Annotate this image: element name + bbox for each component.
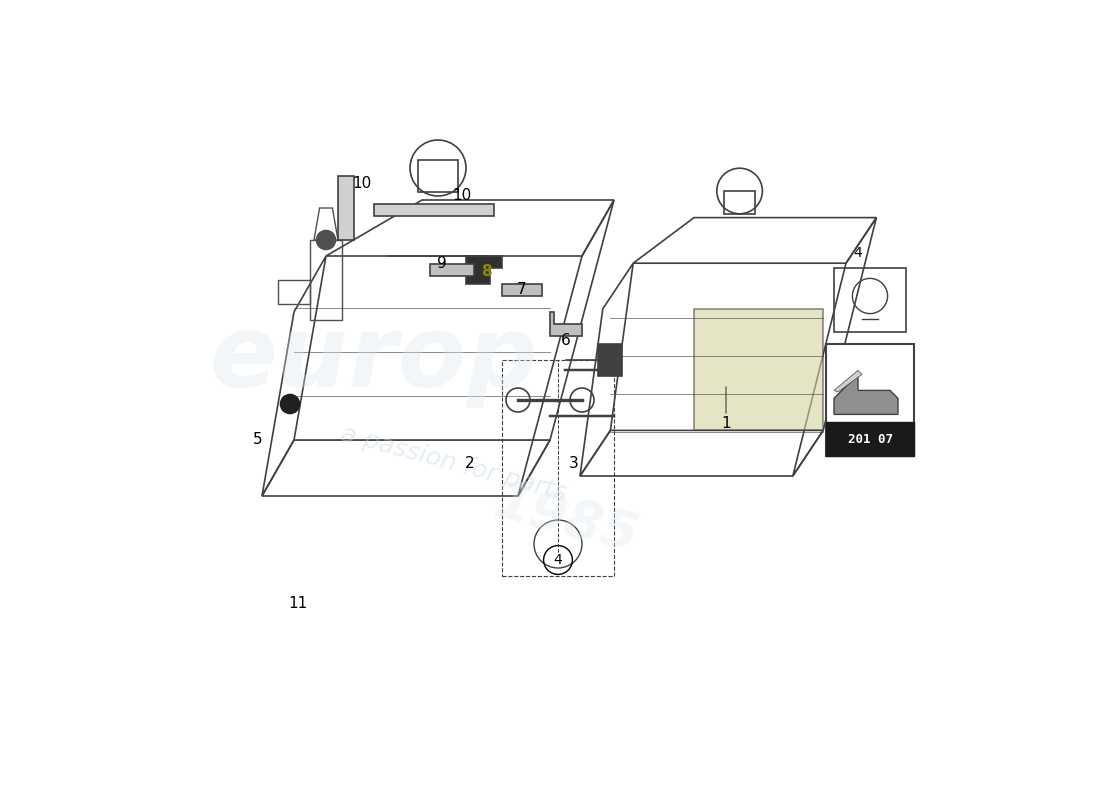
Text: 5: 5 xyxy=(253,433,263,447)
Bar xyxy=(598,344,622,376)
Polygon shape xyxy=(466,256,502,284)
Polygon shape xyxy=(374,204,494,216)
Bar xyxy=(826,344,914,456)
Polygon shape xyxy=(338,176,354,240)
Polygon shape xyxy=(694,309,823,430)
Polygon shape xyxy=(834,370,862,392)
Text: 4: 4 xyxy=(854,246,862,260)
Text: 10: 10 xyxy=(352,177,372,191)
Text: 1985: 1985 xyxy=(488,476,644,564)
Bar xyxy=(430,264,474,276)
Bar xyxy=(834,268,906,332)
Text: a passion for parts: a passion for parts xyxy=(338,422,570,506)
Polygon shape xyxy=(834,374,898,414)
Text: 9: 9 xyxy=(437,257,447,271)
Text: 3: 3 xyxy=(569,457,579,471)
Bar xyxy=(826,422,914,456)
Text: 8: 8 xyxy=(481,265,492,279)
Text: 10: 10 xyxy=(452,189,472,203)
Text: 11: 11 xyxy=(288,597,308,611)
Polygon shape xyxy=(550,312,582,336)
Text: 7: 7 xyxy=(517,282,527,297)
Text: europ: europ xyxy=(210,311,538,409)
Bar xyxy=(418,160,458,192)
Bar xyxy=(725,191,755,214)
Text: 4: 4 xyxy=(553,553,562,567)
Text: 6: 6 xyxy=(561,333,571,347)
Circle shape xyxy=(317,230,336,250)
Text: 1: 1 xyxy=(722,417,730,431)
Text: 201 07: 201 07 xyxy=(847,433,892,446)
Text: 2: 2 xyxy=(465,457,475,471)
Bar xyxy=(502,284,542,296)
Circle shape xyxy=(280,394,299,414)
Bar xyxy=(502,360,614,576)
Bar xyxy=(310,240,342,320)
